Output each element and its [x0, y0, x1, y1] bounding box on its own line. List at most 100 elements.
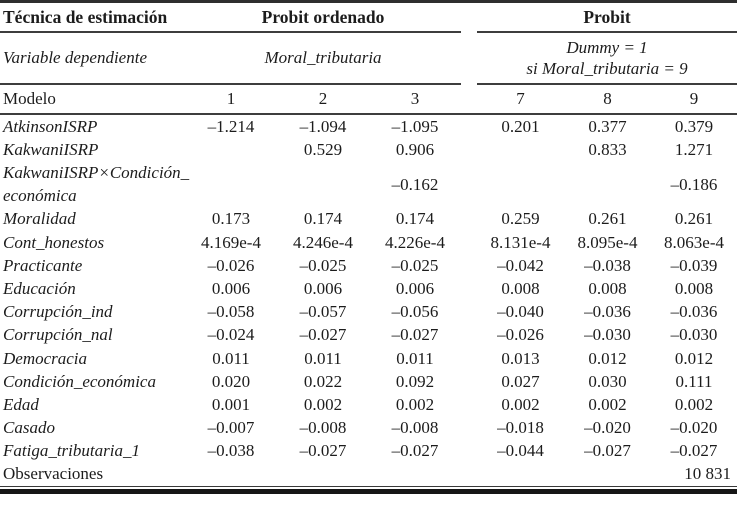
value-cell: 0.011 — [396, 348, 434, 368]
value-cell: –0.056 — [391, 302, 439, 322]
value-cell — [185, 161, 277, 207]
group-probit: Probit — [477, 1, 737, 33]
value-cell: 0.174 — [395, 209, 435, 229]
value-cell: 0.020 — [211, 371, 251, 391]
value-cell: 0.002 — [674, 394, 714, 414]
value-cell: –0.027 — [299, 325, 347, 345]
value-cell: –0.038 — [207, 441, 255, 461]
model-number: 1 — [185, 83, 277, 115]
table-row: Educación 0.006 0.006 0.006 0.008 0.008 0.008 — [0, 277, 737, 300]
table-header: Técnica de estimación Probit ordenado Pr… — [0, 1, 737, 115]
table-row: Practicante –0.026 –0.025 –0.025 –0.042 –0.03… — [0, 254, 737, 277]
value-cell: 0.906 — [395, 139, 435, 159]
value-cell: 8.063e-4 — [664, 232, 724, 252]
value-cell — [477, 138, 564, 161]
value-cell: 0.008 — [674, 278, 714, 298]
value-cell: 0.261 — [588, 209, 627, 229]
model-number: 3 — [369, 83, 461, 115]
value-cell: 0.022 — [303, 371, 343, 391]
value-cell: 0.173 — [211, 209, 251, 229]
value-cell: –0.027 — [670, 441, 718, 461]
value-cell: 4.226e-4 — [385, 232, 445, 252]
value-cell: –0.162 — [391, 174, 439, 194]
value-cell: 0.011 — [212, 348, 250, 368]
value-cell: –1.095 — [391, 116, 439, 136]
value-cell: 8.131e-4 — [490, 232, 551, 252]
model-number: 7 — [477, 83, 564, 115]
table-row: KakwaniISRP 0.529 0.906 0.833 1.271 — [0, 138, 737, 161]
technique-label: Técnica de estimación — [0, 1, 185, 33]
value-cell: –0.036 — [670, 302, 718, 322]
table-row: AtkinsonISRP –1.214 –1.094 –1.095 0.201 0.377… — [0, 114, 737, 138]
table-row: Edad 0.001 0.002 0.002 0.002 0.002 0.002 — [0, 393, 737, 416]
column-gap — [461, 114, 477, 138]
value-cell: 0.379 — [674, 116, 714, 136]
column-gap — [461, 2, 477, 32]
row-label: Practicante — [3, 255, 83, 275]
value-cell: 0.030 — [588, 371, 627, 391]
results-table: Técnica de estimación Probit ordenado Pr… — [0, 0, 737, 488]
value-cell: 0.006 — [303, 278, 343, 298]
value-cell: –0.030 — [670, 325, 718, 345]
value-cell — [277, 161, 369, 207]
value-cell: –0.057 — [299, 302, 347, 322]
value-cell: 0.002 — [303, 394, 343, 414]
column-gap — [461, 32, 477, 84]
value-cell: –0.042 — [497, 255, 544, 275]
model-row: Modelo 1 2 3 7 8 9 — [0, 83, 737, 115]
value-cell — [185, 138, 277, 161]
column-gap — [461, 439, 477, 462]
value-cell: –0.020 — [584, 418, 631, 438]
value-cell: –0.044 — [497, 441, 544, 461]
value-cell: 8.095e-4 — [577, 232, 638, 252]
value-cell: –0.027 — [299, 441, 347, 461]
row-label: AtkinsonISRP — [3, 116, 98, 136]
model-number: 9 — [651, 83, 737, 115]
value-cell: –0.026 — [207, 255, 255, 275]
value-cell: 0.012 — [588, 348, 627, 368]
table-body: AtkinsonISRP –1.214 –1.094 –1.095 0.201 0.377… — [0, 114, 737, 463]
column-gap — [461, 416, 477, 439]
value-cell: –0.058 — [207, 302, 255, 322]
model-number: 2 — [277, 83, 369, 115]
column-gap — [461, 393, 477, 416]
value-cell: 0.002 — [395, 394, 435, 414]
table-row: Condición_económica 0.020 0.022 0.092 0.027 0… — [0, 370, 737, 393]
value-cell: 0.201 — [501, 116, 540, 136]
column-gap — [461, 83, 477, 115]
value-cell: 0.008 — [588, 278, 627, 298]
observations-row: Observaciones 10 831 — [0, 462, 737, 488]
value-cell: 0.092 — [395, 371, 435, 391]
row-label: KakwaniISRP×Condición_ económica — [3, 162, 190, 206]
value-cell: –0.025 — [299, 255, 347, 275]
table-row: Democracia 0.011 0.011 0.011 0.013 0.012 0.012 — [0, 347, 737, 370]
row-label: Democracia — [3, 348, 88, 368]
value-cell — [564, 161, 651, 207]
table-row: KakwaniISRP×Condición_ económica –0.162 –0… — [0, 161, 737, 207]
value-cell: –0.036 — [584, 302, 631, 322]
value-cell: 0.013 — [501, 348, 540, 368]
value-cell: 0.002 — [501, 394, 540, 414]
value-cell — [477, 161, 564, 207]
row-label: Educación — [3, 278, 76, 298]
group-probit-ordenado: Probit ordenado — [185, 1, 461, 33]
observations-value: 10 831 — [651, 462, 737, 488]
value-cell: –0.008 — [391, 418, 439, 438]
value-cell: –1.214 — [207, 116, 255, 136]
depvar-label: Variable dependiente — [0, 31, 185, 85]
value-cell: –0.027 — [391, 325, 439, 345]
value-cell: –1.094 — [299, 116, 347, 136]
table-row: Corrupción_ind –0.058 –0.057 –0.056 –0.040 –0… — [0, 300, 737, 323]
column-gap — [461, 161, 477, 207]
row-label: Edad — [3, 394, 39, 414]
value-cell: 4.246e-4 — [293, 232, 353, 252]
value-cell: 0.377 — [588, 116, 627, 136]
dependent-variable-row: Variable dependiente Moral_tributaria Du… — [0, 31, 737, 85]
value-cell: 0.027 — [501, 371, 540, 391]
row-label: Corrupción_ind — [3, 302, 113, 322]
model-number: 8 — [564, 83, 651, 115]
row-label: Moralidad — [3, 209, 76, 229]
value-cell: 0.006 — [395, 278, 435, 298]
value-cell: 0.002 — [588, 394, 627, 414]
